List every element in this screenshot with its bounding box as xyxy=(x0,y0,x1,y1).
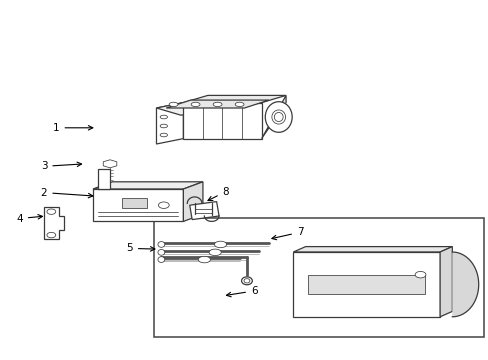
Ellipse shape xyxy=(198,256,210,263)
Text: 6: 6 xyxy=(226,286,257,297)
Ellipse shape xyxy=(274,112,283,122)
Bar xyxy=(154,218,483,337)
Ellipse shape xyxy=(244,279,249,283)
Polygon shape xyxy=(98,169,110,189)
Ellipse shape xyxy=(160,115,167,119)
Text: 1: 1 xyxy=(53,123,93,133)
Ellipse shape xyxy=(241,277,252,285)
Ellipse shape xyxy=(213,102,222,107)
Text: 8: 8 xyxy=(207,186,229,201)
Ellipse shape xyxy=(160,124,167,128)
Polygon shape xyxy=(166,100,268,108)
Ellipse shape xyxy=(47,209,56,214)
Bar xyxy=(307,275,425,294)
Polygon shape xyxy=(451,252,478,317)
Polygon shape xyxy=(183,95,285,103)
Polygon shape xyxy=(293,252,439,317)
Ellipse shape xyxy=(47,233,56,238)
Polygon shape xyxy=(156,103,207,115)
Ellipse shape xyxy=(160,133,167,137)
Text: 7: 7 xyxy=(271,227,303,240)
Ellipse shape xyxy=(414,271,425,278)
Polygon shape xyxy=(93,182,203,189)
Ellipse shape xyxy=(158,202,169,208)
Polygon shape xyxy=(189,202,219,220)
Polygon shape xyxy=(183,103,261,139)
Polygon shape xyxy=(103,160,117,168)
Ellipse shape xyxy=(158,249,164,255)
Polygon shape xyxy=(293,247,451,252)
Ellipse shape xyxy=(265,102,292,132)
Polygon shape xyxy=(439,247,451,317)
Polygon shape xyxy=(156,103,183,144)
Polygon shape xyxy=(93,189,183,221)
Ellipse shape xyxy=(235,102,244,107)
Ellipse shape xyxy=(214,241,226,248)
Ellipse shape xyxy=(169,102,178,107)
Polygon shape xyxy=(122,198,146,208)
Text: 5: 5 xyxy=(126,243,155,253)
Text: 3: 3 xyxy=(41,161,81,171)
Ellipse shape xyxy=(158,242,164,247)
Ellipse shape xyxy=(271,110,285,124)
Polygon shape xyxy=(183,182,203,221)
Text: 4: 4 xyxy=(16,213,42,224)
Polygon shape xyxy=(261,95,285,139)
Ellipse shape xyxy=(158,257,164,262)
Ellipse shape xyxy=(191,102,200,107)
Text: 2: 2 xyxy=(41,188,93,198)
Ellipse shape xyxy=(209,249,221,256)
Polygon shape xyxy=(44,207,63,239)
